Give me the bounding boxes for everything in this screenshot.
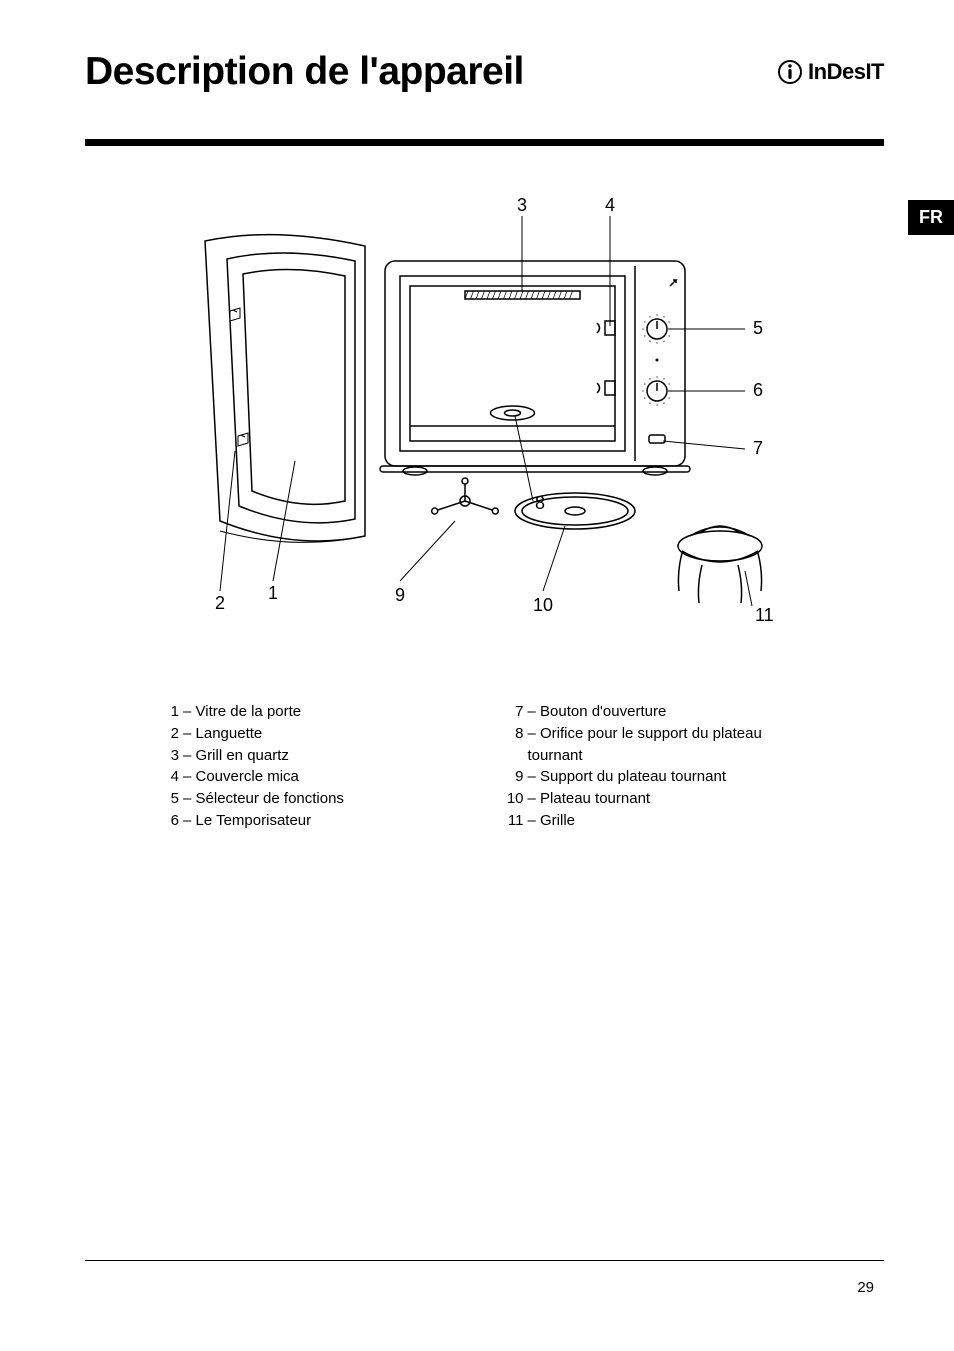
header-rule <box>85 139 884 146</box>
svg-text:2: 2 <box>215 593 225 613</box>
brand-logo: InDesIT <box>775 57 884 87</box>
svg-text:4: 4 <box>605 195 615 215</box>
legend-item: 5 – Sélecteur de fonctions <box>155 788 470 810</box>
appliance-diagram: 3 4 5 6 7 8 9 10 1 2 11 <box>165 191 805 651</box>
svg-text:9: 9 <box>395 585 405 605</box>
page-header: Description de l'appareil InDesIT <box>85 50 884 94</box>
diagram-container: 3 4 5 6 7 8 9 10 1 2 11 <box>85 191 884 651</box>
legend-right-column: 7 – Bouton d'ouverture8 – Orifice pour l… <box>500 701 815 832</box>
page-title: Description de l'appareil <box>85 50 524 94</box>
legend-item: 7 – Bouton d'ouverture <box>500 701 815 723</box>
svg-text:1: 1 <box>268 583 278 603</box>
legend-item: 1 – Vitre de la porte <box>155 701 470 723</box>
footer-rule <box>85 1260 884 1261</box>
legend-item: 11 – Grille <box>500 810 815 832</box>
legend-text: – Grill en quartz <box>183 745 470 767</box>
svg-text:11: 11 <box>755 605 774 625</box>
svg-text:10: 10 <box>533 595 553 615</box>
legend-number: 10 <box>500 788 528 810</box>
legend-text: – Orifice pour le support du plateau tou… <box>528 723 815 767</box>
legend-text: – Grille <box>528 810 815 832</box>
legend-number: 3 <box>155 745 183 767</box>
legend-number: 4 <box>155 766 183 788</box>
svg-text:7: 7 <box>753 438 763 458</box>
legend: 1 – Vitre de la porte2 – Languette3 – Gr… <box>85 701 884 832</box>
legend-item: 9 – Support du plateau tournant <box>500 766 815 788</box>
language-tab: FR <box>908 200 954 235</box>
legend-text: – Le Temporisateur <box>183 810 470 832</box>
page-number: 29 <box>857 1279 874 1296</box>
legend-number: 11 <box>500 810 528 832</box>
legend-number: 6 <box>155 810 183 832</box>
legend-item: 10 – Plateau tournant <box>500 788 815 810</box>
legend-text: – Languette <box>183 723 470 745</box>
legend-text: – Sélecteur de fonctions <box>183 788 470 810</box>
svg-text:5: 5 <box>753 318 763 338</box>
legend-left-column: 1 – Vitre de la porte2 – Languette3 – Gr… <box>155 701 470 832</box>
legend-text: – Bouton d'ouverture <box>528 701 815 723</box>
svg-text:8: 8 <box>535 493 545 513</box>
legend-item: 6 – Le Temporisateur <box>155 810 470 832</box>
legend-number: 5 <box>155 788 183 810</box>
legend-number: 2 <box>155 723 183 745</box>
legend-text: – Couvercle mica <box>183 766 470 788</box>
brand-i-icon <box>775 57 805 87</box>
legend-item: 3 – Grill en quartz <box>155 745 470 767</box>
legend-number: 7 <box>500 701 528 723</box>
svg-text:3: 3 <box>517 195 527 215</box>
legend-number: 9 <box>500 766 528 788</box>
legend-text: – Support du plateau tournant <box>528 766 815 788</box>
legend-item: 4 – Couvercle mica <box>155 766 470 788</box>
legend-text: – Plateau tournant <box>528 788 815 810</box>
svg-text:6: 6 <box>753 380 763 400</box>
legend-item: 2 – Languette <box>155 723 470 745</box>
legend-number: 1 <box>155 701 183 723</box>
legend-number: 8 <box>500 723 528 767</box>
manual-page: Description de l'appareil InDesIT FR 345… <box>0 0 954 1351</box>
legend-text: – Vitre de la porte <box>183 701 470 723</box>
legend-item: 8 – Orifice pour le support du plateau t… <box>500 723 815 767</box>
brand-text: InDesIT <box>808 59 884 85</box>
